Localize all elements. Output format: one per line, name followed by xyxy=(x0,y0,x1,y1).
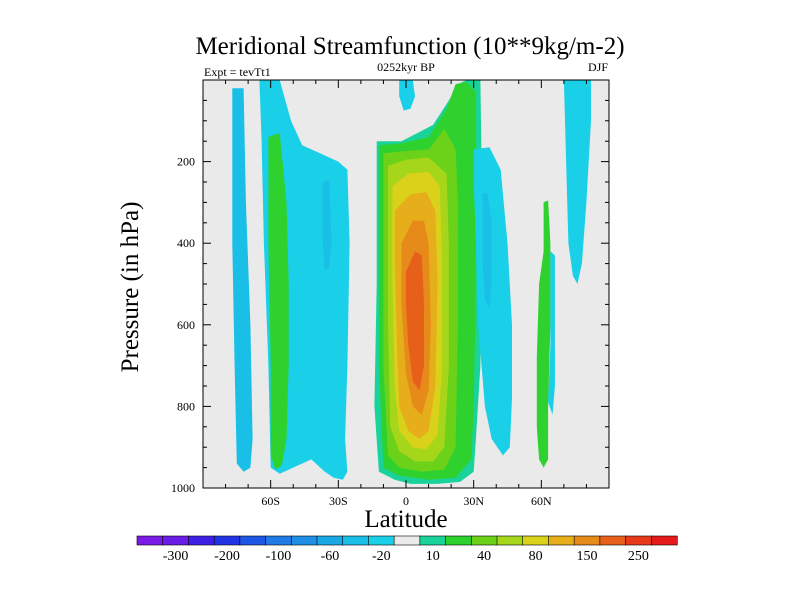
x-tick-label: 0 xyxy=(403,494,409,508)
y-tick-label: 800 xyxy=(177,399,195,413)
colorbar-label: -100 xyxy=(266,549,292,564)
colorbar-swatch xyxy=(573,535,601,546)
colorbar-swatch xyxy=(316,535,344,546)
x-axis-label: Latitude xyxy=(364,506,447,533)
colorbar-swatch xyxy=(445,535,472,546)
colorbar-swatch xyxy=(548,535,575,546)
contour-nh-60-green xyxy=(536,200,551,468)
minor-ticks xyxy=(203,80,609,488)
x-tick-label: 60N xyxy=(531,494,552,508)
colorbar-swatch xyxy=(496,535,524,546)
contour-sh-high-lat-cell xyxy=(232,88,253,472)
y-tick-label: 600 xyxy=(177,318,195,332)
colorbar-label: 80 xyxy=(529,549,543,564)
colorbar-label: -60 xyxy=(321,549,340,564)
colorbar-swatch xyxy=(342,535,370,546)
x-tick-label: 30N xyxy=(463,494,484,508)
colorbar-label: -300 xyxy=(163,549,189,564)
colorbar-swatch xyxy=(290,535,318,546)
colorbar-swatch xyxy=(419,535,447,546)
y-tick-label: 200 xyxy=(177,155,195,169)
colorbar-swatch xyxy=(239,535,267,546)
colorbar-swatch xyxy=(650,535,678,546)
colorbar-label: 250 xyxy=(628,549,649,564)
x-axis-ticks: 60S 30S 0 30N 60N xyxy=(261,80,552,508)
contour-hadley-200 xyxy=(406,251,424,391)
colorbar-label: -20 xyxy=(372,549,391,564)
colorbar-label: 10 xyxy=(426,549,440,564)
colorbar-swatch xyxy=(162,535,190,546)
colorbar: -300 -200 -100 -60 -20 10 40 80 150 250 xyxy=(136,535,678,564)
period-label: 0252kyr BP xyxy=(377,60,435,74)
contour-nh-60-blue xyxy=(548,251,555,415)
contour-nh-subtropic-core xyxy=(482,192,492,309)
colorbar-swatch xyxy=(522,535,550,546)
contour-sh-mid-cell-spot xyxy=(322,180,332,270)
colorbar-swatch xyxy=(625,535,652,546)
colorbar-swatch xyxy=(136,535,164,546)
experiment-label: Expt = tevTt1 xyxy=(204,65,271,79)
colorbar-label: 40 xyxy=(477,549,491,564)
season-label: DJF xyxy=(588,60,608,74)
contour-top-blob xyxy=(399,80,415,111)
colorbar-swatch xyxy=(368,535,395,546)
colorbar-swatch xyxy=(188,535,215,546)
colorbar-swatch xyxy=(599,535,627,546)
colorbar-label: -200 xyxy=(214,549,240,564)
chart-title: Meridional Streamfunction (10**9kg/m-2) xyxy=(195,33,624,60)
contour-sh-mid-cell-core xyxy=(268,133,289,470)
colorbar-swatch xyxy=(265,535,292,546)
colorbar-label: 150 xyxy=(577,549,598,564)
colorbar-swatch xyxy=(470,535,498,546)
y-axis-label: Pressure (in hPa) xyxy=(117,202,144,373)
colorbar-swatch xyxy=(213,535,241,546)
contour-nh-polar xyxy=(563,80,591,284)
x-tick-label: 60S xyxy=(261,494,280,508)
y-tick-label: 400 xyxy=(177,236,195,250)
x-tick-label: 30S xyxy=(329,494,348,508)
y-axis-ticks: 200 400 600 800 1000 xyxy=(171,155,609,495)
y-tick-label: 1000 xyxy=(171,481,195,495)
contour-fill-layer xyxy=(232,80,591,484)
colorbar-swatch xyxy=(393,535,421,546)
